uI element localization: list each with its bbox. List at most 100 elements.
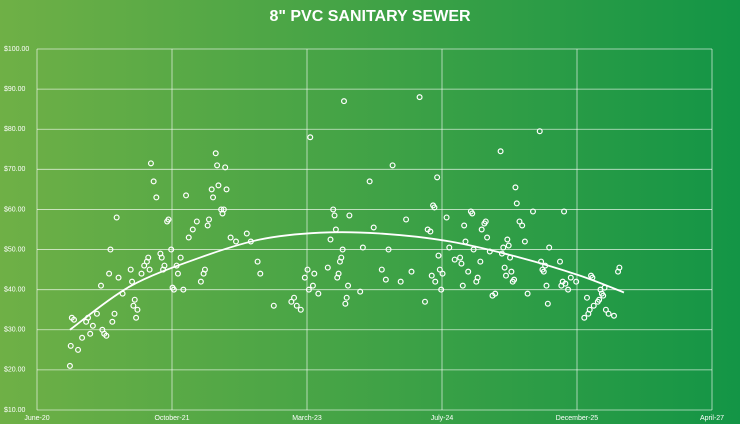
point — [309, 282, 316, 289]
point — [133, 314, 140, 321]
point — [67, 342, 74, 349]
point — [458, 260, 465, 267]
point — [130, 302, 137, 309]
point — [311, 270, 318, 277]
point — [330, 206, 337, 213]
point — [109, 318, 116, 325]
y-tick-label: $100.00 — [4, 46, 29, 53]
point — [185, 234, 192, 241]
point — [97, 282, 104, 289]
point — [223, 186, 230, 193]
point — [378, 266, 385, 273]
x-tick-label: December-25 — [556, 415, 599, 422]
point — [590, 302, 597, 309]
point — [331, 212, 338, 219]
point — [131, 296, 138, 303]
y-tick-label: $90.00 — [4, 86, 26, 93]
point — [439, 270, 446, 277]
point — [561, 208, 568, 215]
y-tick-label: $40.00 — [4, 287, 26, 294]
point — [183, 192, 190, 199]
point — [103, 332, 110, 339]
point — [115, 274, 122, 281]
point — [421, 298, 428, 305]
point — [335, 270, 342, 277]
x-tick-label: June-20 — [24, 415, 49, 422]
point — [79, 334, 86, 341]
point — [519, 222, 526, 229]
point — [516, 218, 523, 225]
point — [215, 182, 222, 189]
y-tick-label: $80.00 — [4, 126, 26, 133]
point — [583, 294, 590, 301]
point — [436, 266, 443, 273]
point — [478, 226, 485, 233]
point — [174, 270, 181, 277]
point — [111, 310, 118, 317]
point — [502, 272, 509, 279]
point — [513, 200, 520, 207]
point — [212, 150, 219, 157]
point — [141, 262, 148, 269]
trendline — [69, 231, 625, 331]
x-tick-label: March-23 — [292, 415, 322, 422]
point — [146, 266, 153, 273]
point — [605, 310, 612, 317]
point — [465, 268, 472, 275]
x-tick-label: October-21 — [154, 415, 189, 422]
point — [66, 362, 73, 369]
point — [324, 264, 331, 271]
point — [616, 264, 623, 271]
point — [134, 306, 141, 313]
point — [457, 254, 464, 261]
point — [205, 216, 212, 223]
point — [586, 306, 593, 313]
point — [428, 272, 435, 279]
point — [573, 278, 580, 285]
point — [89, 322, 96, 329]
chart-title: 8" PVC SANITARY SEWER — [269, 8, 471, 25]
point — [93, 310, 100, 317]
point — [165, 216, 172, 223]
x-tick-label: July-24 — [431, 415, 454, 422]
point — [75, 346, 82, 353]
point — [127, 266, 134, 273]
point — [357, 288, 364, 295]
point — [153, 194, 160, 201]
point — [497, 148, 504, 155]
point — [416, 94, 423, 101]
point — [546, 244, 553, 251]
point — [70, 316, 77, 323]
point — [291, 294, 298, 301]
point — [138, 270, 145, 277]
point — [501, 264, 508, 271]
point — [270, 302, 277, 309]
point — [581, 314, 588, 321]
point — [500, 244, 507, 251]
point — [469, 210, 476, 217]
point — [543, 282, 550, 289]
point — [150, 178, 157, 185]
point — [197, 278, 204, 285]
point — [346, 212, 353, 219]
point — [208, 186, 215, 193]
point — [389, 162, 396, 169]
point — [339, 246, 346, 253]
point — [257, 270, 264, 277]
point — [596, 296, 603, 303]
point — [327, 236, 334, 243]
point — [201, 266, 208, 273]
point — [315, 290, 322, 297]
point — [129, 278, 136, 285]
point — [288, 298, 295, 305]
point — [431, 204, 438, 211]
point — [477, 258, 484, 265]
point — [338, 254, 345, 261]
point — [459, 282, 466, 289]
point — [107, 246, 114, 253]
point — [432, 278, 439, 285]
point — [220, 206, 227, 213]
y-tick-label: $20.00 — [4, 367, 26, 374]
point — [512, 184, 519, 191]
point — [397, 278, 404, 285]
